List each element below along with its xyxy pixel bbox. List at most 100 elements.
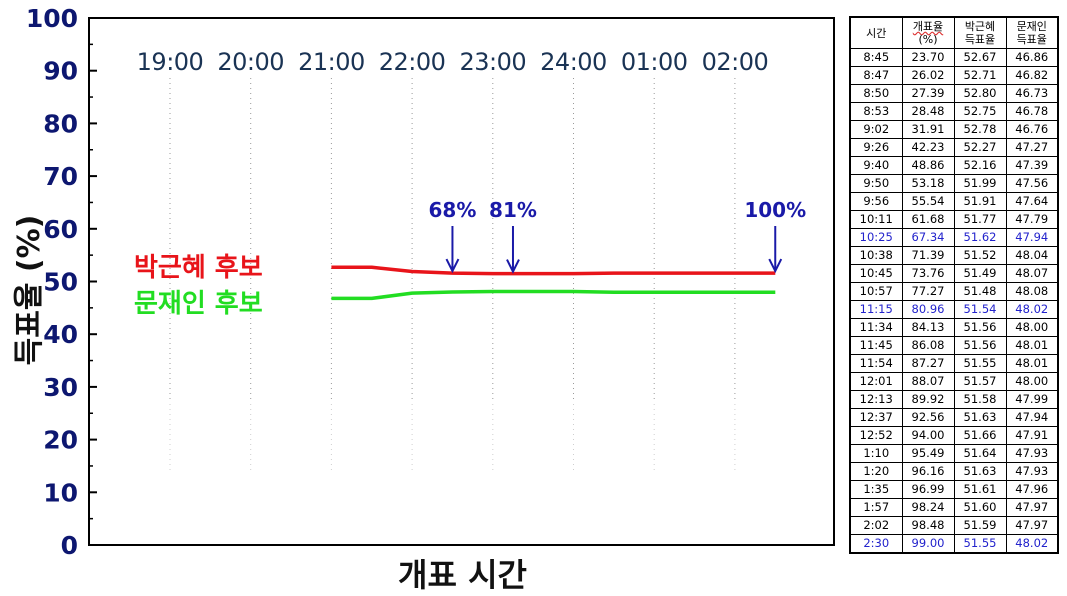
table-cell: 46.86 <box>1005 48 1059 67</box>
table-cell: 80.96 <box>901 300 955 319</box>
line-chart: 0 10 20 30 40 50 60 70 80 90 100 19:00 20:00 21:00 22:… <box>26 4 835 560</box>
table-cell: 46.76 <box>1005 120 1059 139</box>
table-row: 12:52 94.00 51.66 47.91 <box>849 426 1059 445</box>
table-cell: 51.52 <box>953 246 1007 265</box>
annotation-label: 68% <box>429 198 477 222</box>
table-row: 8:53 28.48 52.75 46.78 <box>849 102 1059 121</box>
table-cell: 28.48 <box>901 102 955 121</box>
table-cell: 52.71 <box>953 66 1007 85</box>
y-axis-title-wrap: 득표율 (%) <box>6 214 47 366</box>
table-cell: 51.63 <box>953 462 1007 481</box>
annotation-arrow-head <box>506 259 520 274</box>
table-cell: 77.27 <box>901 282 955 301</box>
table-cell: 51.54 <box>953 300 1007 319</box>
table-cell: 10:25 <box>849 228 903 247</box>
table-cell: 52.16 <box>953 156 1007 175</box>
table-row: 8:45 23.70 52.67 46.86 <box>849 48 1059 67</box>
table-cell: 48.00 <box>1005 372 1059 391</box>
table-row: 11:15 80.96 51.54 48.02 <box>849 300 1059 319</box>
table-cell: 42.23 <box>901 138 955 157</box>
table-cell: 61.68 <box>901 210 955 229</box>
table-cell: 12:13 <box>849 390 903 409</box>
table-row: 2:02 98.48 51.59 47.97 <box>849 516 1059 535</box>
table-cell: 51.63 <box>953 408 1007 427</box>
table-row: 1:20 96.16 51.63 47.93 <box>849 462 1059 481</box>
table-cell: 47.93 <box>1005 462 1059 481</box>
table-cell: 52.67 <box>953 48 1007 67</box>
table-cell: 47.93 <box>1005 444 1059 463</box>
header-moon-rate: 문재인 득표율 <box>1005 16 1059 49</box>
table-cell: 88.07 <box>901 372 955 391</box>
table-cell: 99.00 <box>901 534 955 554</box>
table-cell: 8:53 <box>849 102 903 121</box>
table-cell: 2:30 <box>849 534 903 554</box>
table-row: 10:45 73.76 51.49 48.07 <box>849 264 1059 283</box>
table-cell: 47.97 <box>1005 516 1059 535</box>
table-cell: 1:10 <box>849 444 903 463</box>
time-label: 22:00 <box>379 48 446 76</box>
table-cell: 12:01 <box>849 372 903 391</box>
table-cell: 47.99 <box>1005 390 1059 409</box>
table-cell: 48.02 <box>1005 300 1059 319</box>
table-cell: 10:38 <box>849 246 903 265</box>
table-row: 11:34 84.13 51.56 48.00 <box>849 318 1059 337</box>
y-axis-title: 득표율 (%) <box>12 214 47 366</box>
table-cell: 53.18 <box>901 174 955 193</box>
y-tick-label: 20 <box>43 426 78 455</box>
table-cell: 11:15 <box>849 300 903 319</box>
table-cell: 47.27 <box>1005 138 1059 157</box>
table-cell: 89.92 <box>901 390 955 409</box>
table-header-row: 시간 개표율 (%) 박근혜 득표율 문재인 득표율 <box>849 16 1059 49</box>
table-cell: 73.76 <box>901 264 955 283</box>
table-cell: 11:54 <box>849 354 903 373</box>
table-cell: 48.08 <box>1005 282 1059 301</box>
table-cell: 10:57 <box>849 282 903 301</box>
table-row: 10:11 61.68 51.77 47.79 <box>849 210 1059 229</box>
annotation-label: 81% <box>489 198 537 222</box>
table-cell: 51.56 <box>953 336 1007 355</box>
table-cell: 48.00 <box>1005 318 1059 337</box>
table-cell: 51.66 <box>953 426 1007 445</box>
time-label: 21:00 <box>298 48 365 76</box>
table-cell: 48.86 <box>901 156 955 175</box>
table-cell: 52.75 <box>953 102 1007 121</box>
table-row: 9:26 42.23 52.27 47.27 <box>849 138 1059 157</box>
table-cell: 48.04 <box>1005 246 1059 265</box>
table-cell: 10:45 <box>849 264 903 283</box>
table-cell: 9:56 <box>849 192 903 211</box>
table-cell: 92.56 <box>901 408 955 427</box>
table-row: 9:50 53.18 51.99 47.56 <box>849 174 1059 193</box>
table-cell: 51.77 <box>953 210 1007 229</box>
y-tick-label: 70 <box>43 162 78 191</box>
y-tick-label: 60 <box>43 215 78 244</box>
table-row: 12:01 88.07 51.57 48.00 <box>849 372 1059 391</box>
table-cell: 9:26 <box>849 138 903 157</box>
table-row: 11:54 87.27 51.55 48.01 <box>849 354 1059 373</box>
table-cell: 51.99 <box>953 174 1007 193</box>
y-tick-label: 30 <box>43 373 78 402</box>
header-park-rate: 박근혜 득표율 <box>953 16 1007 49</box>
table-cell: 8:45 <box>849 48 903 67</box>
table-cell: 26.02 <box>901 66 955 85</box>
table-cell: 47.79 <box>1005 210 1059 229</box>
table-row: 10:38 71.39 51.52 48.04 <box>849 246 1059 265</box>
table-cell: 23.70 <box>901 48 955 67</box>
table-cell: 8:50 <box>849 84 903 103</box>
annotation-label: 100% <box>744 198 806 222</box>
table-cell: 51.56 <box>953 318 1007 337</box>
annotation-arrow-head <box>768 258 783 274</box>
legend-park: 박근혜 후보 <box>134 253 263 283</box>
table-cell: 51.59 <box>953 516 1007 535</box>
table-row: 9:02 31.91 52.78 46.76 <box>849 120 1059 139</box>
table-cell: 52.27 <box>953 138 1007 157</box>
time-label: 02:00 <box>702 48 769 76</box>
table-cell: 47.39 <box>1005 156 1059 175</box>
table-cell: 84.13 <box>901 318 955 337</box>
table-cell: 1:20 <box>849 462 903 481</box>
table-cell: 51.64 <box>953 444 1007 463</box>
legend-moon: 문재인 후보 <box>134 289 263 319</box>
table-cell: 51.60 <box>953 498 1007 517</box>
table-cell: 48.07 <box>1005 264 1059 283</box>
table-row: 1:10 95.49 51.64 47.93 <box>849 444 1059 463</box>
annotation-arrow-head <box>445 258 460 274</box>
